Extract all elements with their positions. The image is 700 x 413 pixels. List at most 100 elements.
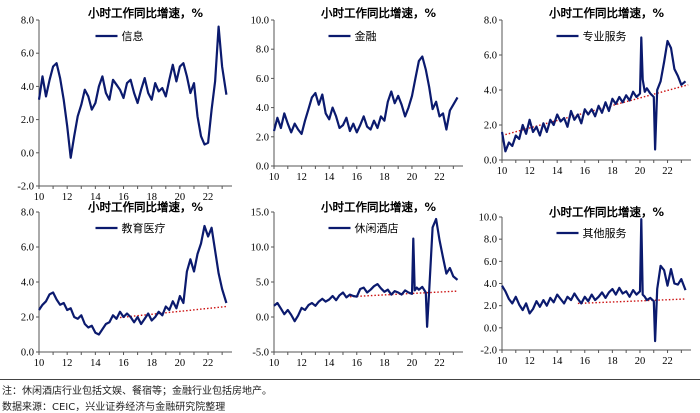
y-tick-label: -2.0 (480, 346, 497, 357)
y-tick-label: 0.0 (21, 348, 34, 359)
y-tick-label: 6.0 (21, 243, 34, 254)
chart-title: 小时工作同比增速，% (320, 200, 436, 214)
y-tick-label: 8.0 (484, 235, 497, 246)
x-tick-label: 10 (34, 192, 45, 203)
trend-line (349, 290, 458, 298)
y-tick-label: 15.0 (251, 208, 269, 219)
x-tick-label: 22 (434, 358, 445, 369)
y-tick-label: 2.0 (484, 121, 497, 132)
y-tick-label: 4.0 (484, 279, 497, 290)
footer-divider (0, 379, 700, 380)
legend-label: 休闲酒店 (355, 221, 399, 235)
x-tick-label: 20 (635, 166, 646, 177)
series-line-5 (273, 217, 459, 328)
chart-title: 小时工作同比增速，% (87, 200, 203, 214)
x-tick-label: 20 (407, 358, 418, 369)
series-line-4 (38, 224, 228, 336)
trend-line (116, 305, 227, 319)
legend-label: 金融 (355, 29, 377, 43)
y-tick-label: 8.0 (256, 45, 269, 56)
x-tick-label: 16 (118, 358, 129, 369)
x-tick-label: 16 (580, 166, 591, 177)
x-tick-label: 14 (552, 166, 563, 177)
x-tick-label: 10 (34, 358, 45, 369)
chart-panel-6: 10.0 8.0 6.0 4.0 2.0 0.0 -2.010 12 14 16 18 20 22 小时工… (479, 205, 691, 367)
chart-panel-4: 8.0 6.0 4.0 2.0 0.010 12 14 16 18 20 22 小时工作同比增速，% 教… (21, 200, 232, 369)
x-tick-label: 20 (175, 192, 186, 203)
x-tick-label: 14 (90, 358, 101, 369)
chart-title: 小时工作同比增速，% (87, 6, 203, 20)
legend-label: 其他服务 (583, 227, 627, 240)
y-tick-label: -2.0 (17, 182, 34, 193)
y-tick-label: -5.0 (252, 348, 269, 359)
x-tick-label: 18 (146, 358, 157, 369)
y-tick-label: 8.0 (484, 16, 497, 27)
y-tick-label: 8.0 (21, 208, 34, 219)
x-tick-label: 10 (269, 358, 280, 369)
y-tick-label: 2.0 (21, 313, 34, 324)
series-line-3 (500, 36, 687, 153)
y-tick-label: 10.0 (251, 243, 269, 254)
y-tick-label: 6.0 (484, 51, 497, 62)
legend-label: 教育医疗 (122, 221, 166, 235)
x-tick-label: 12 (62, 358, 73, 369)
x-tick-label: 22 (203, 192, 214, 203)
x-tick-label: 14 (324, 358, 335, 369)
chart-title: 小时工作同比增速，% (548, 205, 664, 219)
chart-panel-2: 10.0 8.0 6.0 4.0 2.0 0.010 12 14 16 18 20 22 小时工作同比增… (251, 6, 463, 183)
x-tick-label: 10 (497, 356, 508, 367)
x-tick-label: 12 (524, 356, 535, 367)
y-tick-label: 6.0 (484, 257, 497, 268)
x-tick-label: 12 (296, 172, 307, 183)
x-tick-label: 18 (607, 356, 618, 367)
legend-label: 专业服务 (583, 29, 627, 43)
x-tick-label: 12 (296, 358, 307, 369)
x-tick-label: 10 (269, 172, 280, 183)
y-tick-label: 10.0 (251, 16, 269, 27)
x-tick-label: 18 (379, 358, 390, 369)
data-source: 数据来源：CEIC，兴业证券经济与金融研究院整理 (2, 402, 226, 413)
x-tick-label: 16 (580, 356, 591, 367)
x-tick-label: 20 (407, 172, 418, 183)
y-tick-label: 0.0 (256, 313, 269, 324)
y-tick-label: 6.0 (256, 74, 269, 85)
y-tick-label: 0.0 (484, 156, 497, 167)
x-tick-label: 16 (352, 172, 363, 183)
x-tick-label: 12 (62, 192, 73, 203)
y-tick-label: 8.0 (21, 16, 34, 27)
x-tick-label: 22 (662, 356, 673, 367)
x-tick-label: 14 (90, 192, 101, 203)
y-tick-label: 2.0 (484, 301, 497, 312)
x-tick-label: 18 (146, 192, 157, 203)
x-tick-label: 14 (324, 172, 335, 183)
x-tick-label: 12 (524, 166, 535, 177)
x-tick-label: 20 (635, 356, 646, 367)
chart-grid: 8.06.04.02.00.0-2.010 12 14 16 18 20 22小时工作同比增… (17, 6, 691, 369)
y-tick-label: 5.0 (256, 278, 269, 289)
series-line-1 (37, 25, 228, 159)
trend-line (577, 298, 686, 305)
footnote: 注：休闲酒店行业包括文娱、餐宿等；金融行业包括房地产。 (2, 386, 272, 397)
x-tick-label: 22 (434, 172, 445, 183)
y-tick-label: 0.0 (484, 323, 497, 334)
x-tick-label: 10 (497, 166, 508, 177)
chart-panel-5: 15.0 10.0 5.0 0.0 -5.010 12 14 16 18 20 22 小时工作同比增速… (251, 200, 463, 369)
y-tick-label: 4.0 (484, 86, 497, 97)
y-tick-label: 6.0 (21, 49, 34, 60)
chart-title: 小时工作同比增速，% (320, 6, 436, 20)
series-line-6 (501, 218, 687, 343)
x-tick-label: 20 (175, 358, 186, 369)
y-tick-label: 0.0 (21, 148, 34, 159)
legend-label: 信息 (122, 29, 144, 43)
y-tick-label: 4.0 (21, 82, 34, 93)
x-tick-label: 18 (379, 172, 390, 183)
x-tick-label: 16 (352, 358, 363, 369)
y-tick-label: 2.0 (256, 132, 269, 143)
y-tick-label: 0.0 (256, 162, 269, 173)
x-tick-label: 22 (662, 166, 673, 177)
y-tick-label: 2.0 (21, 115, 34, 126)
y-tick-label: 10.0 (479, 213, 497, 224)
chart-panel-3: 8.0 6.0 4.0 2.0 0.010 12 14 16 18 20 22 小时工作同比增速，% 专… (484, 6, 691, 177)
chart-title: 小时工作同比增速，% (548, 6, 664, 20)
x-tick-label: 14 (552, 356, 563, 367)
